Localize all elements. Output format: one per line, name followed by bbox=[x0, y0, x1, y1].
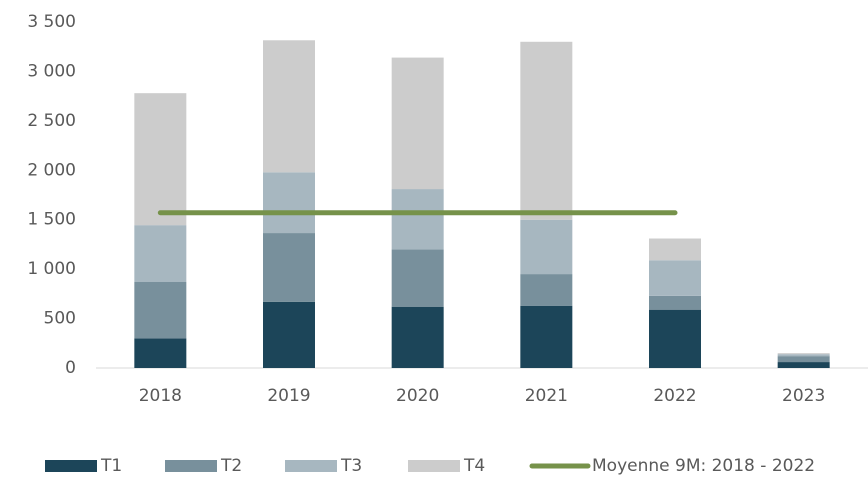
y-tick-label: 1 500 bbox=[27, 210, 76, 230]
y-tick-label: 500 bbox=[44, 309, 76, 329]
legend-swatch bbox=[408, 460, 460, 472]
y-tick-label: 2 000 bbox=[27, 160, 76, 180]
bar-segment bbox=[520, 305, 573, 368]
legend-swatch bbox=[45, 460, 97, 472]
bar-segment bbox=[520, 219, 573, 275]
bar-segment bbox=[777, 356, 830, 363]
bar-segment bbox=[649, 238, 701, 261]
legend-label: T1 bbox=[100, 456, 122, 476]
x-tick-label: 2019 bbox=[267, 386, 310, 406]
legend-swatch bbox=[165, 460, 217, 472]
y-tick-label: 3 500 bbox=[27, 12, 76, 32]
bar-segment bbox=[520, 274, 573, 306]
bar-segment bbox=[520, 41, 573, 220]
bar-segment bbox=[391, 57, 444, 190]
x-tick-label: 2023 bbox=[782, 386, 825, 406]
x-tick-label: 2022 bbox=[653, 386, 696, 406]
legend-label: T3 bbox=[340, 456, 362, 476]
y-tick-label: 3 000 bbox=[27, 61, 76, 81]
bar-segment bbox=[391, 306, 444, 368]
y-tick-label: 1 000 bbox=[27, 259, 76, 279]
legend-label: Moyenne 9M: 2018 - 2022 bbox=[592, 456, 815, 476]
y-tick-label: 2 500 bbox=[27, 111, 76, 131]
bar-segment bbox=[134, 338, 187, 368]
legend-label: T2 bbox=[220, 456, 242, 476]
y-tick-label: 0 bbox=[65, 358, 76, 378]
bar-segment bbox=[777, 354, 830, 357]
legend-swatch bbox=[285, 460, 337, 472]
bar-segment bbox=[391, 189, 444, 250]
bar-segment bbox=[649, 309, 701, 368]
legend-label: T4 bbox=[463, 456, 485, 476]
bar-segment bbox=[649, 295, 701, 310]
bar-segment bbox=[777, 362, 830, 368]
bar-segment bbox=[134, 281, 187, 339]
bar-segment bbox=[134, 225, 187, 282]
x-tick-label: 2018 bbox=[139, 386, 182, 406]
x-tick-label: 2021 bbox=[525, 386, 568, 406]
bar-segment bbox=[263, 301, 315, 368]
bar-segment bbox=[649, 260, 701, 296]
bar-segment bbox=[777, 353, 830, 355]
bar-segment bbox=[391, 249, 444, 307]
bar-segment bbox=[263, 233, 315, 302]
bar-segment bbox=[134, 93, 187, 226]
bar-segment bbox=[263, 172, 315, 234]
bar-segment bbox=[263, 40, 315, 173]
x-tick-label: 2020 bbox=[396, 386, 439, 406]
